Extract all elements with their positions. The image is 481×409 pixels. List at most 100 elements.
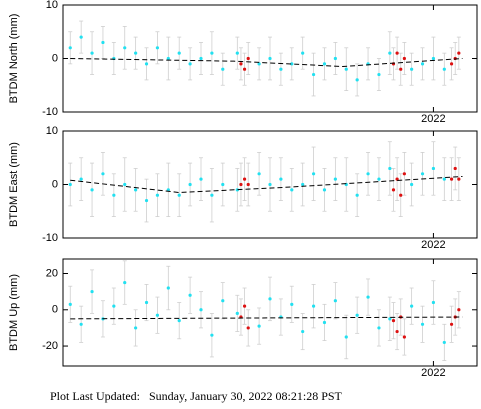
y-tick-label: 0 xyxy=(52,52,58,64)
data-point xyxy=(322,320,327,325)
data-point xyxy=(144,62,149,66)
data-point xyxy=(123,182,127,187)
data-point xyxy=(221,299,225,303)
data-point xyxy=(166,188,170,192)
data-point xyxy=(68,302,72,306)
data-point xyxy=(177,193,181,197)
data-point xyxy=(344,335,348,339)
data-point xyxy=(311,172,316,176)
data-point xyxy=(268,56,272,61)
data-point xyxy=(246,56,250,61)
data-point xyxy=(377,72,381,77)
data-point xyxy=(235,51,239,55)
data-point xyxy=(79,177,83,181)
y-tick-label: 10 xyxy=(46,125,58,137)
data-point xyxy=(155,46,160,50)
data-point xyxy=(134,326,138,330)
data-point xyxy=(221,182,225,187)
data-point xyxy=(155,313,160,317)
data-point xyxy=(166,286,170,290)
y-tick-label: 10 xyxy=(46,0,58,11)
data-point xyxy=(239,62,243,66)
data-point xyxy=(257,172,261,176)
data-point xyxy=(402,172,406,176)
data-point xyxy=(388,166,392,171)
data-point xyxy=(177,51,181,55)
data-point xyxy=(333,299,337,303)
data-point xyxy=(123,280,127,285)
data-point xyxy=(449,62,454,66)
data-point xyxy=(333,56,337,61)
data-point xyxy=(420,322,425,326)
data-point xyxy=(199,308,203,312)
data-point xyxy=(123,46,127,50)
data-point xyxy=(210,51,214,55)
data-point xyxy=(311,72,316,77)
data-point xyxy=(188,182,192,187)
data-point xyxy=(246,182,250,187)
data-point xyxy=(268,182,272,187)
data-point xyxy=(366,295,370,299)
data-point xyxy=(199,177,203,181)
data-point xyxy=(144,198,149,203)
data-point xyxy=(399,193,403,197)
y-axis-label: BTDM East (mm) xyxy=(8,142,20,227)
data-point xyxy=(457,51,461,55)
data-point xyxy=(355,78,359,82)
data-point xyxy=(457,177,461,181)
data-point xyxy=(322,62,327,66)
data-point xyxy=(449,322,454,326)
data-point xyxy=(449,177,454,181)
data-point xyxy=(410,182,414,187)
data-point xyxy=(79,322,83,326)
data-point xyxy=(199,56,203,61)
data-point xyxy=(391,188,396,192)
data-point xyxy=(399,67,403,71)
y-axis-label: BTDM Up (mm) xyxy=(8,274,20,351)
data-point xyxy=(90,51,94,55)
y-tick-label: 20 xyxy=(46,267,58,279)
y-tick-label: 0 xyxy=(52,178,58,190)
trend-line xyxy=(70,316,463,320)
data-point xyxy=(395,329,399,334)
data-point xyxy=(257,62,261,66)
data-point xyxy=(388,317,392,321)
data-point xyxy=(268,297,272,301)
x-tick-label: 2022 xyxy=(421,239,445,251)
data-point xyxy=(301,329,305,334)
data-point xyxy=(442,177,446,181)
data-point xyxy=(166,56,170,61)
y-tick-label: -20 xyxy=(42,340,58,352)
data-point xyxy=(188,62,192,66)
data-point xyxy=(420,172,425,176)
data-point xyxy=(311,304,316,308)
data-point xyxy=(210,333,214,337)
data-point xyxy=(402,56,406,61)
plot-area xyxy=(68,260,463,361)
plot-area xyxy=(68,20,463,97)
data-point xyxy=(90,290,94,294)
y-tick-label: -10 xyxy=(42,232,58,244)
data-point xyxy=(290,302,294,306)
data-point xyxy=(395,51,399,55)
data-point xyxy=(155,193,160,197)
data-point xyxy=(410,67,414,71)
data-point xyxy=(290,62,294,66)
data-point xyxy=(290,188,294,192)
x-tick-label: 2022 xyxy=(421,113,445,125)
x-tick-label: 2022 xyxy=(421,367,445,379)
data-point xyxy=(68,46,72,50)
data-point xyxy=(134,188,138,192)
data-point xyxy=(355,313,359,317)
plot-area xyxy=(68,141,463,223)
data-point xyxy=(112,304,116,308)
data-point xyxy=(301,182,305,187)
data-point xyxy=(391,319,396,323)
data-point xyxy=(366,172,370,176)
data-point xyxy=(355,193,359,197)
data-point xyxy=(431,166,436,171)
y-tick-label: -10 xyxy=(42,106,58,118)
data-point xyxy=(420,62,425,66)
data-point xyxy=(453,166,457,171)
